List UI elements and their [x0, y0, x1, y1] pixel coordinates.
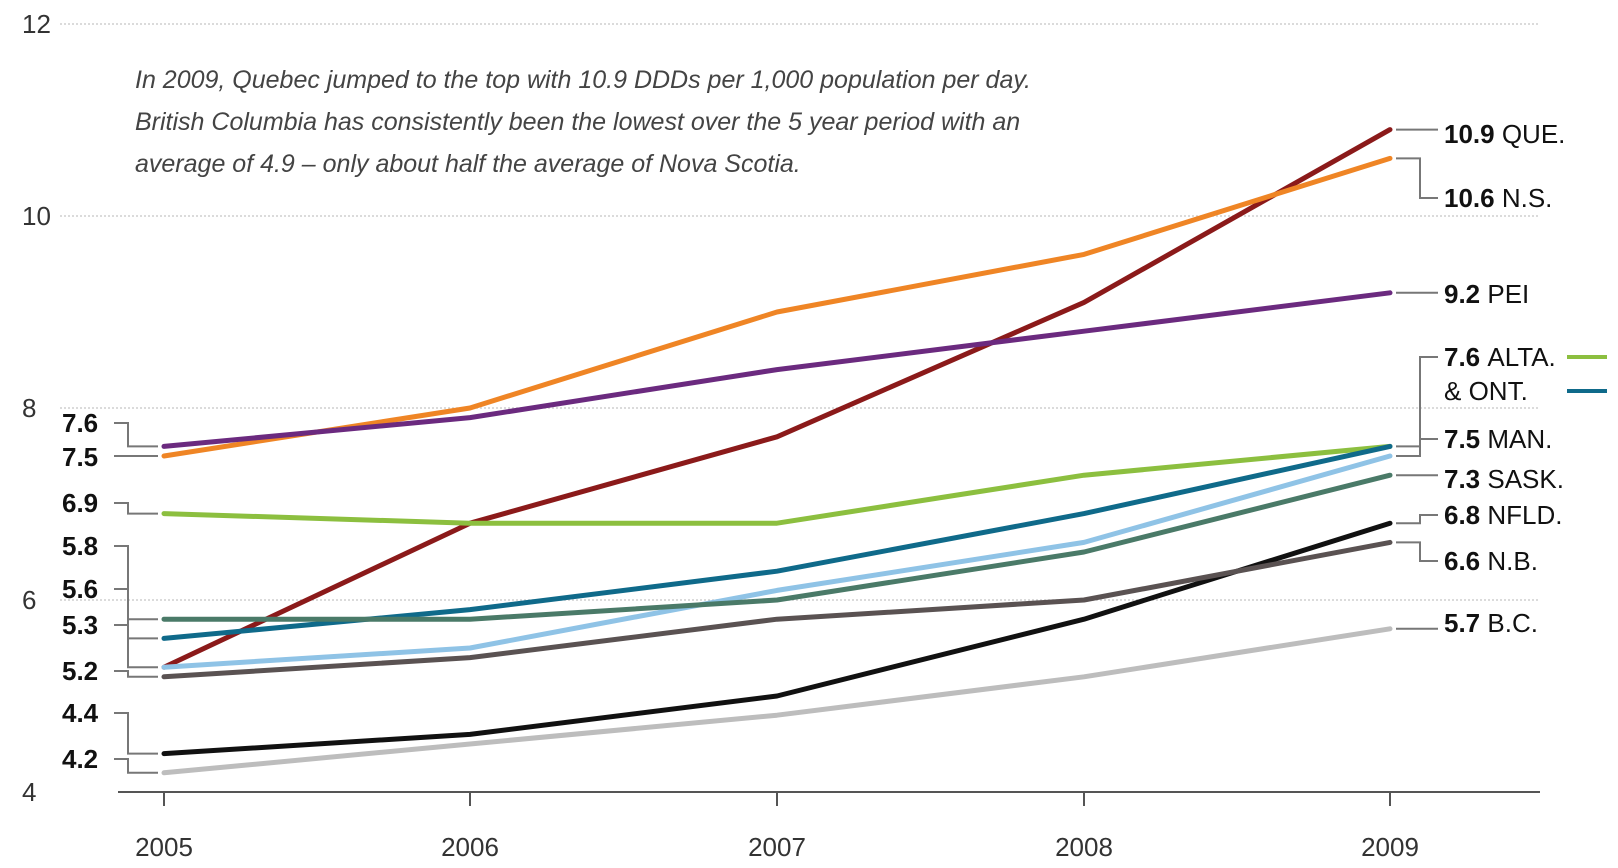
x-tick-label: 2009	[1361, 832, 1419, 862]
leader-line	[1396, 514, 1438, 525]
annotation-line: British Columbia has consistently been t…	[135, 108, 1020, 136]
series-line-nfld	[161, 520, 1393, 757]
leader-line	[114, 502, 158, 515]
leader-line	[114, 545, 158, 621]
series-layer	[161, 127, 1393, 776]
x-tick-label: 2005	[135, 832, 193, 862]
end-value-label: 7.6 ALTA.	[1444, 342, 1556, 372]
start-value-label: 5.6	[62, 574, 98, 604]
end-value-label: & ONT.	[1444, 376, 1528, 406]
y-tick-label: 4	[22, 777, 36, 807]
y-tick-label: 8	[22, 393, 36, 423]
end-value-label: 7.5 MAN.	[1444, 424, 1552, 454]
leader-lines	[114, 128, 1438, 774]
annotation-line: average of 4.9 – only about half the ave…	[135, 150, 801, 178]
start-value-label: 5.2	[62, 656, 98, 686]
series-line-sask	[161, 472, 1393, 622]
x-tick-label: 2006	[441, 832, 499, 862]
start-value-label: 7.5	[62, 442, 98, 472]
start-value-label: 4.4	[62, 698, 99, 728]
start-value-label: 6.9	[62, 488, 98, 518]
annotation-line: In 2009, Quebec jumped to the top with 1…	[135, 66, 1031, 94]
end-value-label: 9.2 PEI	[1444, 279, 1529, 309]
leader-line	[114, 758, 158, 774]
series-line-que	[161, 127, 1393, 670]
series-line-pei	[161, 290, 1393, 449]
series-line-bc	[161, 626, 1393, 776]
series-line-man	[161, 453, 1393, 670]
y-tick-label: 6	[22, 585, 36, 615]
end-value-label: 6.8 NFLD.	[1444, 500, 1563, 530]
series-line-ns	[161, 155, 1393, 459]
series-line-alta	[161, 443, 1393, 526]
leader-line	[114, 712, 158, 755]
end-value-label: 7.3 SASK.	[1444, 464, 1564, 494]
y-tick-label: 12	[22, 9, 51, 39]
x-tick-label: 2007	[748, 832, 806, 862]
end-value-label: 10.9 QUE.	[1444, 119, 1565, 149]
leader-line	[114, 670, 158, 678]
end-value-label: 10.6 N.S.	[1444, 183, 1552, 213]
start-value-label: 7.6	[62, 408, 98, 438]
leader-line	[1396, 438, 1438, 457]
series-line-nb	[161, 539, 1393, 680]
leader-line	[114, 422, 158, 448]
end-value-label: 5.7 B.C.	[1444, 608, 1538, 638]
y-tick-label: 10	[22, 201, 51, 231]
axis-layer: 4 6 8 10 12 2005 2006 2007 2008 2009	[22, 9, 1540, 862]
leader-line	[114, 624, 158, 669]
x-tick-label: 2008	[1055, 832, 1113, 862]
grid-layer	[60, 23, 1540, 601]
series-line-ont	[161, 443, 1393, 641]
start-value-label: 5.3	[62, 610, 98, 640]
start-value-label: 5.8	[62, 531, 98, 561]
leader-line	[1396, 356, 1438, 448]
leader-line	[114, 588, 158, 640]
annotation: In 2009, Quebec jumped to the top with 1…	[135, 66, 1031, 178]
end-value-label: 6.6 N.B.	[1444, 546, 1538, 576]
leader-line	[1396, 541, 1438, 562]
leader-line	[1396, 157, 1438, 199]
start-value-label: 4.2	[62, 744, 98, 774]
label-layer: 5.3 7.5 7.6 6.9 5.6 5.8 4.4 5.2 4.2 10.9 QUE. 10.6…	[62, 119, 1607, 774]
